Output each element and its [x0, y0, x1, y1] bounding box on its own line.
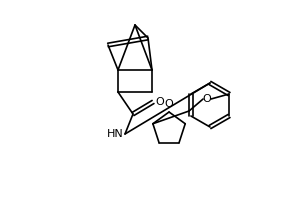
Text: HN: HN [107, 129, 124, 139]
Text: O: O [165, 99, 173, 109]
Text: O: O [155, 97, 164, 107]
Text: O: O [203, 94, 212, 104]
